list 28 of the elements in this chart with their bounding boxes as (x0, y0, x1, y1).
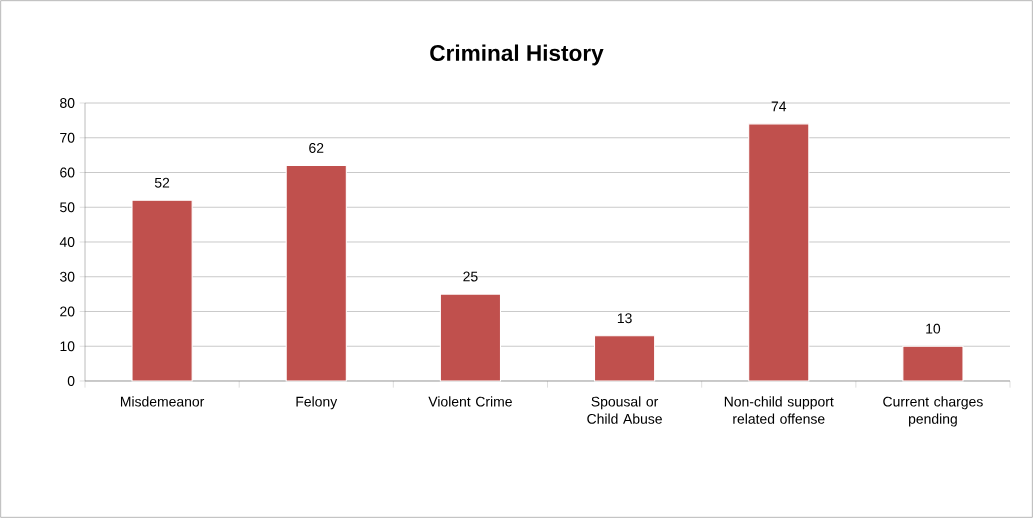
data-label: 74 (771, 101, 787, 112)
x-tick-label: Spousal or Child Abuse (587, 396, 662, 424)
bar (285, 165, 347, 382)
chart-title: Criminal History (430, 44, 604, 66)
x-tick-label: Non-child support related offense (724, 396, 834, 424)
y-tick-label: 30 (60, 271, 75, 282)
y-tick-label: 70 (60, 132, 75, 143)
y-tick-label: 60 (60, 167, 75, 178)
y-tick-label: 20 (60, 306, 75, 317)
bar (439, 293, 502, 382)
x-tick-label: Violent Crime (428, 396, 512, 407)
data-label: 62 (309, 143, 324, 153)
x-tick-label: Current charges pending (883, 396, 983, 427)
data-label: 25 (463, 271, 478, 282)
y-tick-label: 40 (59, 237, 75, 247)
bar (594, 335, 656, 382)
bar (902, 345, 964, 382)
y-tick-label: 0 (67, 376, 75, 386)
y-tick-label: 50 (60, 202, 75, 213)
data-label: 10 (926, 323, 941, 334)
bar (131, 199, 193, 382)
data-label: 52 (154, 177, 170, 188)
x-tick-label: Misdemeanor (120, 396, 205, 407)
data-label: 13 (617, 313, 632, 324)
x-tick-label: Felony (296, 396, 338, 410)
bar (748, 123, 810, 382)
y-tick-label: 10 (60, 341, 75, 352)
y-tick-label: 80 (60, 98, 75, 108)
